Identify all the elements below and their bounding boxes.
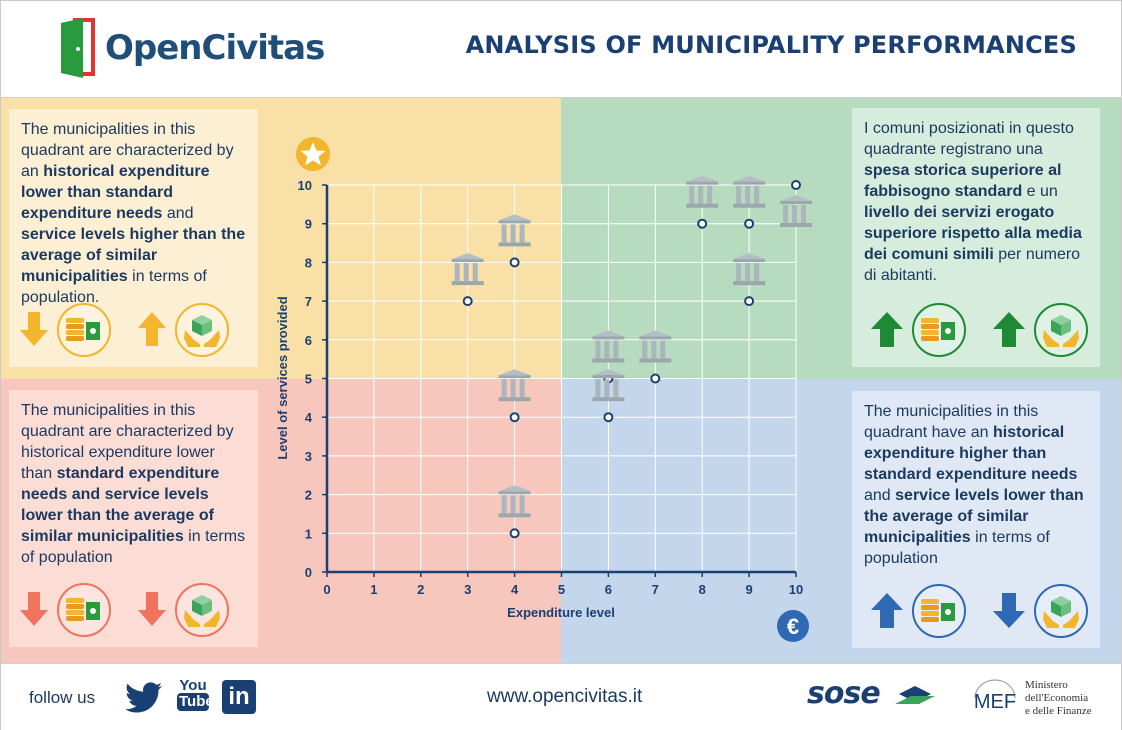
hands-cube-icon <box>175 303 229 357</box>
mef-line-2: dell'Economia <box>1025 691 1089 704</box>
panel-text-segment: in terms of population. <box>21 268 207 306</box>
twitter-icon[interactable] <box>125 682 163 714</box>
linkedin-label: in <box>228 683 250 710</box>
panel-text-segment: in terms of population <box>864 529 1050 567</box>
sose-logo[interactable]: sose <box>807 676 937 711</box>
coins-icon <box>912 303 966 357</box>
header: OpenCivitas ANALYSIS OF MUNICIPALITY PER… <box>1 1 1121 98</box>
linkedin-icon[interactable]: in <box>222 680 256 714</box>
panel-text: The municipalities in this quadrant are … <box>21 400 246 568</box>
panel-icons <box>19 583 229 637</box>
panel-text-segment: The municipalities in this quadrant have… <box>864 403 1039 441</box>
panel-text-segment: spesa storica superiore al fabbisogno st… <box>864 162 1062 200</box>
mef-emblem-icon: MEF <box>974 679 1016 713</box>
panel-text-segment: I comuni posizionati in questo quadrante… <box>864 120 1074 158</box>
panel-icons <box>870 303 1088 357</box>
youtube-label-bottom: Tube <box>177 693 214 711</box>
panel-text-segment: livello dei servizi erogato superiore ri… <box>864 204 1082 263</box>
mef-line-3: e delle Finanze <box>1025 704 1092 717</box>
youtube-label-top: You <box>179 677 207 694</box>
panel-text-segment: The municipalities in this quadrant are … <box>21 121 234 180</box>
door-icon <box>61 18 95 78</box>
logo-text: OpenCivitas <box>105 28 325 68</box>
panel-icons <box>19 303 229 357</box>
website-link[interactable]: www.opencivitas.it <box>487 686 643 707</box>
panel-text-segment: standard expenditure needs and service l… <box>21 465 220 545</box>
hands-cube-icon <box>1034 303 1088 357</box>
panel-text-segment: The municipalities in this quadrant are … <box>21 402 234 482</box>
mef-line-1: Ministero <box>1025 678 1068 691</box>
page-title: ANALYSIS OF MUNICIPALITY PERFORMANCES <box>465 31 1077 59</box>
panel-top-left: The municipalities in this quadrant are … <box>9 109 258 367</box>
hands-cube-icon <box>175 583 229 637</box>
panel-text-segment: e un <box>1022 183 1058 200</box>
panel-text: I comuni posizionati in questo quadrante… <box>864 118 1088 286</box>
panel-text-segment: per numero di abitanti. <box>864 246 1081 284</box>
coins-icon <box>57 303 111 357</box>
panel-text-segment: historical expenditure higher than stand… <box>864 424 1078 483</box>
panel-text-segment: in terms of population <box>21 528 246 566</box>
sose-text: sose <box>807 676 881 711</box>
arrow-down-icon <box>993 593 1025 628</box>
coins-icon <box>912 584 966 638</box>
mef-emblem-text: MEF <box>974 691 1016 713</box>
youtube-icon[interactable]: You Tube <box>177 677 214 711</box>
sose-mark-icon <box>895 685 936 704</box>
panel-text: The municipalities in this quadrant are … <box>21 119 246 308</box>
panel-text-segment: service levels lower than the average of… <box>864 487 1084 546</box>
panel-bottom-left: The municipalities in this quadrant are … <box>9 390 258 647</box>
panel-top-right: I comuni posizionati in questo quadrante… <box>852 108 1100 367</box>
mef-text: Ministero dell'Economia e delle Finanze <box>1025 679 1092 718</box>
arrow-down-icon <box>138 592 166 626</box>
arrow-down-icon <box>20 312 48 346</box>
arrow-up-icon <box>871 593 903 628</box>
panel-text: The municipalities in this quadrant have… <box>864 401 1088 569</box>
hands-cube-icon <box>1034 584 1088 638</box>
arrow-up-icon <box>138 312 166 346</box>
footer: follow us You Tube in www.opencivitas.it… <box>1 663 1121 730</box>
arrow-up-icon <box>993 312 1025 347</box>
arrow-up-icon <box>871 312 903 347</box>
arrow-down-icon <box>20 592 48 626</box>
panel-icons <box>870 584 1088 638</box>
panel-text-segment: service levels higher than the average o… <box>21 226 246 285</box>
panel-text-segment: and <box>864 487 896 504</box>
panel-text-segment: and <box>162 205 194 222</box>
coins-icon <box>57 583 111 637</box>
follow-us-label: follow us <box>29 688 96 707</box>
panel-bottom-right: The municipalities in this quadrant have… <box>852 391 1100 648</box>
mef-logo[interactable]: MEF Ministero dell'Economia e delle Fina… <box>971 678 1092 718</box>
panel-text-segment: historical expenditure lower than standa… <box>21 163 210 222</box>
opencivitas-logo[interactable]: OpenCivitas <box>59 17 325 79</box>
